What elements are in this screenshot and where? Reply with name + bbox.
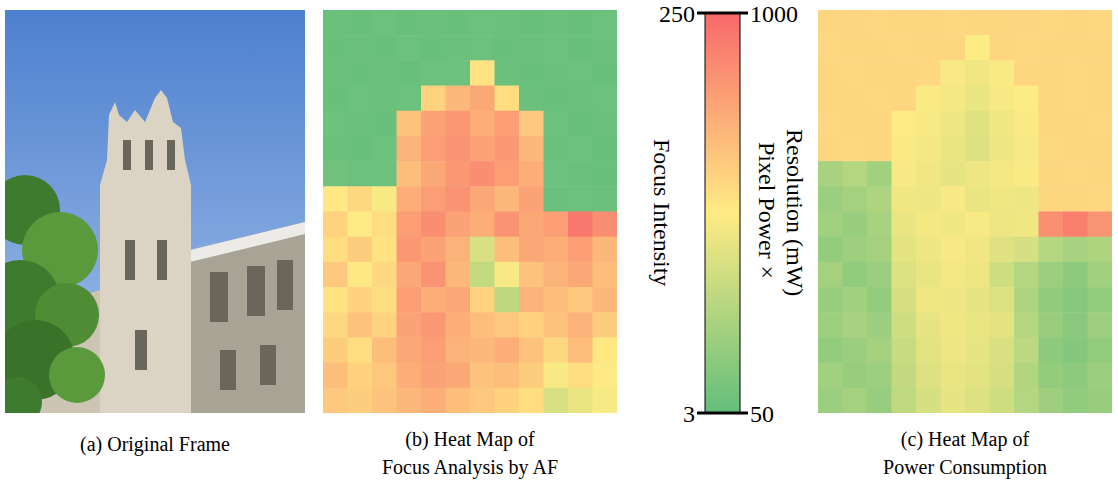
html-text:(a) Original Frame: (a) Original Frame <box>80 433 230 455</box>
svg-text:250: 250 <box>659 1 695 27</box>
html-text:Focus Intensity: Focus Intensity <box>649 139 675 287</box>
html-text:Focus Analysis by AF: Focus Analysis by AF <box>381 456 559 478</box>
html-text:(b) Heat Map of: (b) Heat Map of <box>405 428 535 450</box>
svg-text:1000: 1000 <box>750 1 798 27</box>
html-text:Resolution (mW): Resolution (mW) <box>782 129 808 297</box>
html-text:Power Consumption: Power Consumption <box>883 456 1047 478</box>
svg-text:3: 3 <box>683 401 695 427</box>
html-text:Pixel Power×: Pixel Power× <box>754 141 780 285</box>
html-text:(c) Heat Map of: (c) Heat Map of <box>900 428 1030 450</box>
svg-text:50: 50 <box>750 401 774 427</box>
